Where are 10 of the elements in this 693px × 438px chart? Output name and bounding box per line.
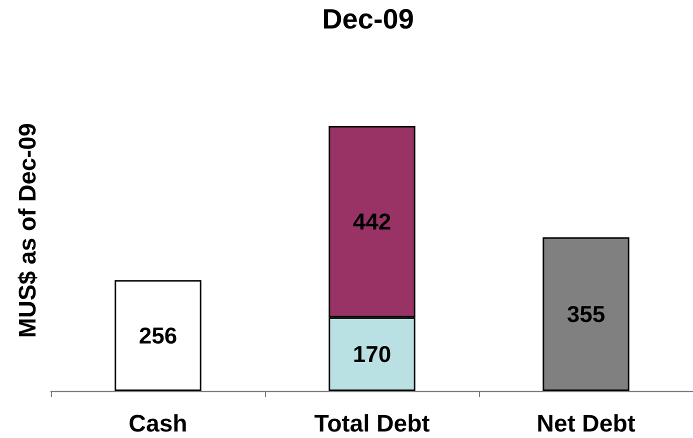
data-label: 170	[352, 341, 392, 368]
x-tick-label: Cash	[128, 410, 188, 438]
data-label: 442	[352, 208, 392, 235]
x-tick-label: Total Debt	[314, 410, 430, 438]
y-axis-title: MUS$ as of Dec-09	[14, 123, 42, 338]
x-tick-label: Net Debt	[536, 410, 636, 438]
data-label: 256	[138, 322, 178, 349]
bar	[114, 280, 202, 391]
chart-title: Dec-09	[322, 4, 414, 34]
data-label: 355	[566, 301, 606, 328]
